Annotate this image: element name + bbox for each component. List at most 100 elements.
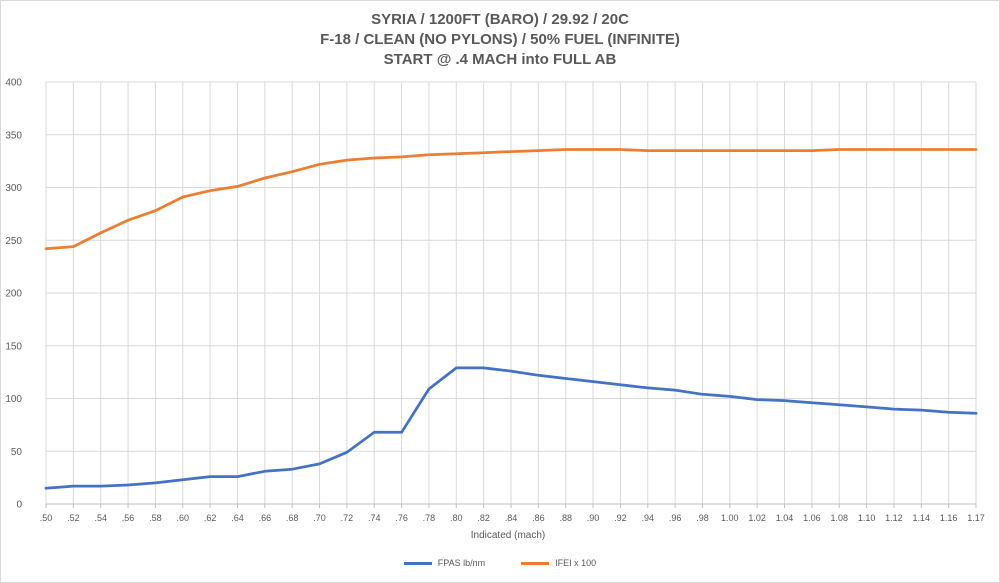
data-point-fpas: [236, 475, 239, 478]
data-point-ifei: [591, 148, 595, 151]
title-line-2: F-18 / CLEAN (NO PYLONS) / 50% FUEL (INF…: [320, 31, 680, 48]
y-axis-ticks: 0 50 100 150 200 250 300 350 400: [5, 78, 22, 511]
data-point-fpas: [783, 399, 786, 402]
data-point-ifei: [783, 149, 786, 152]
x-tick-label: .56: [122, 513, 135, 523]
data-point-fpas: [838, 403, 841, 407]
data-point-fpas: [263, 470, 267, 473]
data-point-ifei: [99, 231, 102, 235]
x-tick-label: .84: [505, 513, 518, 523]
x-tick-label: 1.16: [940, 513, 958, 523]
data-point-ifei: [728, 149, 732, 152]
y-tick-label: 200: [5, 289, 22, 300]
chart-legend: FPAS lb/nm IFEI x 100: [0, 558, 1000, 568]
legend-item-fpas: FPAS lb/nm: [403, 558, 486, 568]
x-tick-label: .74: [368, 513, 381, 523]
data-point-ifei: [373, 156, 376, 160]
data-point-fpas: [482, 366, 485, 370]
data-point-fpas: [865, 405, 868, 409]
data-point-ifei: [509, 150, 513, 153]
x-tick-label: 1.00: [721, 513, 739, 523]
x-tick-label: .52: [67, 513, 80, 523]
data-point-fpas: [564, 377, 567, 380]
x-tick-label: .98: [696, 513, 709, 523]
data-point-fpas: [701, 393, 704, 396]
data-point-ifei: [72, 245, 75, 248]
data-point-ifei: [564, 148, 567, 151]
title-line-1: SYRIA / 1200FT (BARO) / 29.92 / 20C: [371, 11, 629, 28]
x-tick-label: .60: [177, 513, 190, 523]
x-tick-label: .64: [231, 513, 244, 523]
x-axis-ticks: .50 .52 .54 .56 .58 .60 .62 .64 .66 .68 .70 .72 .74.…: [40, 504, 985, 523]
y-tick-label: 250: [5, 236, 22, 247]
x-tick-label: .70: [313, 513, 326, 523]
x-tick-label: .72: [341, 513, 354, 523]
x-tick-label: 1.12: [885, 513, 903, 523]
data-point-ifei: [810, 149, 814, 152]
y-tick-label: 150: [5, 341, 22, 352]
data-point-ifei: [892, 148, 896, 151]
data-point-ifei: [345, 158, 349, 162]
x-tick-label: .68: [286, 513, 299, 523]
data-point-fpas: [920, 408, 923, 412]
data-point-fpas: [537, 374, 540, 377]
data-point-fpas: [455, 366, 458, 370]
x-tick-label: .94: [642, 513, 655, 523]
data-point-fpas: [728, 395, 732, 398]
y-tick-label: 0: [16, 500, 22, 511]
data-point-ifei: [974, 148, 978, 151]
data-point-ifei: [126, 219, 130, 222]
x-tick-label: .96: [669, 513, 682, 523]
data-point-ifei: [838, 148, 841, 151]
x-tick-label: 1.10: [858, 513, 876, 523]
y-tick-label: 350: [5, 130, 22, 141]
data-point-ifei: [701, 149, 704, 152]
data-point-ifei: [154, 209, 157, 212]
data-point-fpas: [126, 483, 130, 487]
legend-label-fpas: FPAS lb/nm: [437, 558, 486, 568]
x-tick-label: 1.04: [776, 513, 794, 523]
x-tick-label: .66: [259, 513, 272, 523]
data-point-ifei: [400, 155, 403, 159]
data-point-ifei: [318, 163, 321, 166]
data-point-ifei: [44, 247, 48, 250]
data-point-ifei: [290, 170, 294, 173]
data-point-fpas: [755, 398, 759, 401]
data-point-fpas: [810, 401, 814, 404]
data-point-fpas: [892, 407, 896, 411]
x-tick-label: .50: [40, 513, 53, 523]
data-point-fpas: [400, 431, 403, 434]
data-point-ifei: [263, 176, 267, 180]
x-tick-label: .82: [477, 513, 490, 523]
x-tick-label: .58: [149, 513, 162, 523]
data-point-ifei: [427, 153, 431, 156]
legend-swatch-ifei: [521, 561, 550, 565]
data-point-fpas: [345, 451, 349, 454]
x-tick-label: .78: [423, 513, 436, 523]
data-point-fpas: [181, 478, 184, 481]
data-point-fpas: [619, 383, 622, 386]
chart-title: SYRIA / 1200FT (BARO) / 29.92 / 20C F-18…: [0, 10, 1000, 70]
data-point-fpas: [72, 484, 75, 488]
data-point-ifei: [865, 148, 868, 151]
x-tick-label: 1.14: [913, 513, 931, 523]
data-point-fpas: [154, 481, 157, 485]
y-tick-label: 50: [11, 447, 23, 458]
legend-swatch-fpas: [403, 561, 432, 565]
data-point-ifei: [537, 149, 540, 152]
data-point-ifei: [947, 148, 950, 151]
data-point-fpas: [974, 412, 978, 415]
data-point-ifei: [236, 185, 239, 188]
data-point-ifei: [181, 195, 184, 199]
data-point-fpas: [208, 475, 212, 478]
data-point-ifei: [673, 149, 677, 152]
data-point-ifei: [208, 189, 212, 192]
data-point-ifei: [482, 151, 485, 154]
data-point-fpas: [427, 387, 431, 391]
data-point-ifei: [646, 149, 649, 152]
x-tick-label: .54: [94, 513, 107, 523]
data-point-fpas: [99, 484, 102, 488]
x-tick-label: .86: [532, 513, 545, 523]
gridlines: [45, 81, 977, 505]
